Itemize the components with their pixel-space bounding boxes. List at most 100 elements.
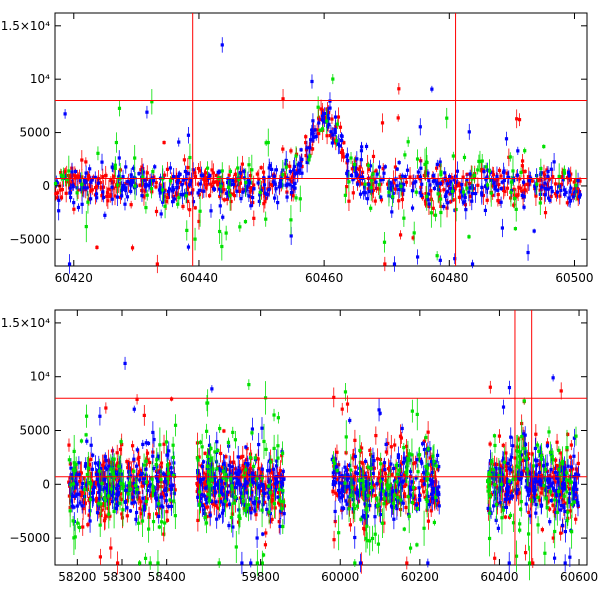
- data-point: [117, 174, 121, 178]
- data-point-group: [56, 189, 60, 197]
- data-point-group: [480, 153, 484, 169]
- data-point: [202, 177, 206, 181]
- data-point: [159, 212, 163, 216]
- data-point: [243, 220, 248, 224]
- data-point: [376, 187, 381, 191]
- data-point: [298, 164, 303, 168]
- data-point-group: [177, 192, 181, 203]
- data-point-group: [415, 149, 420, 169]
- data-point-group: [478, 150, 482, 173]
- data-point: [107, 502, 111, 506]
- data-point: [282, 173, 287, 177]
- data-point-group: [276, 195, 280, 210]
- data-point: [211, 171, 215, 175]
- data-point-group: [514, 197, 518, 222]
- data-point-group: [94, 493, 99, 504]
- data-point-group: [180, 178, 184, 192]
- data-point: [262, 183, 267, 187]
- data-point: [553, 182, 558, 186]
- data-point: [123, 202, 127, 206]
- data-point: [73, 169, 78, 174]
- data-point-group: [161, 484, 165, 500]
- data-point-group: [265, 189, 269, 200]
- data-point: [120, 187, 125, 191]
- data-point: [191, 168, 195, 172]
- data-point-group: [278, 180, 282, 187]
- data-point-group: [516, 188, 520, 202]
- data-point-group: [543, 206, 548, 219]
- data-point: [446, 201, 450, 205]
- data-point: [425, 160, 429, 165]
- data-point-group: [218, 197, 222, 215]
- data-point: [96, 181, 100, 185]
- data-point-group: [279, 171, 283, 188]
- data-point-group: [316, 96, 320, 119]
- data-point: [210, 168, 214, 172]
- data-point-group: [277, 509, 281, 534]
- data-point-group: [484, 162, 488, 171]
- data-point-group: [173, 194, 177, 204]
- data-point-group: [67, 254, 72, 274]
- data-point: [304, 141, 308, 145]
- data-point-group: [142, 171, 146, 189]
- data-point: [98, 555, 102, 559]
- data-point-group: [231, 179, 236, 190]
- data-point: [284, 183, 288, 187]
- data-point: [109, 193, 113, 197]
- data-point: [255, 505, 259, 509]
- data-point-group: [439, 180, 443, 187]
- data-point-group: [472, 168, 477, 183]
- data-point-group: [86, 190, 90, 214]
- data-point: [447, 180, 451, 184]
- data-point: [281, 173, 285, 177]
- data-point-group: [509, 175, 514, 189]
- data-point: [329, 130, 333, 134]
- data-point-group: [216, 169, 220, 176]
- data-point: [412, 181, 416, 185]
- data-point-group: [280, 182, 284, 188]
- data-point: [110, 165, 114, 169]
- data-point: [565, 201, 569, 205]
- data-point-group: [499, 196, 503, 208]
- data-point: [89, 180, 93, 184]
- y-tick-label: −5000: [9, 232, 50, 246]
- data-point-group: [205, 161, 210, 176]
- data-point-group: [358, 460, 362, 465]
- data-point-group: [369, 204, 373, 213]
- data-point-group: [445, 189, 450, 194]
- data-point: [392, 262, 397, 266]
- data-point-group: [121, 169, 125, 184]
- data-point: [79, 493, 83, 498]
- data-point: [108, 514, 112, 518]
- data-point-group: [263, 186, 267, 200]
- data-point: [144, 182, 148, 187]
- data-point: [225, 484, 230, 488]
- data-point: [135, 397, 139, 401]
- data-point: [288, 183, 292, 187]
- data-point-group: [193, 205, 197, 210]
- data-point: [180, 183, 184, 187]
- data-point: [512, 203, 516, 207]
- data-point-group: [423, 148, 427, 181]
- data-point: [258, 193, 262, 197]
- data-point: [560, 175, 564, 179]
- data-point-group: [435, 251, 439, 261]
- data-point-group: [93, 171, 97, 184]
- data-point-group: [457, 191, 461, 204]
- data-point: [500, 180, 504, 184]
- data-point: [271, 476, 275, 480]
- data-point: [186, 245, 191, 249]
- data-point: [78, 179, 83, 183]
- data-point-group: [468, 169, 472, 179]
- data-point: [101, 185, 106, 189]
- data-point: [406, 140, 410, 144]
- data-point: [275, 482, 279, 486]
- data-point-group: [209, 203, 213, 218]
- data-point: [231, 192, 236, 196]
- data-point-group: [368, 159, 373, 172]
- data-point: [573, 190, 577, 194]
- data-point: [425, 197, 429, 202]
- data-point: [271, 180, 275, 184]
- data-point-group: [348, 517, 352, 532]
